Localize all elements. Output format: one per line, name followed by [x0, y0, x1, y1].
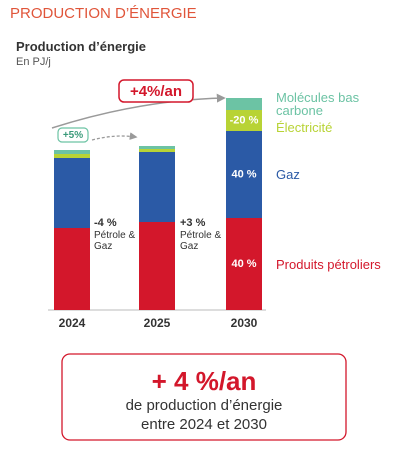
legend-label: Gaz — [276, 167, 300, 182]
growth-box — [118, 79, 194, 103]
bar-segment — [226, 218, 262, 310]
share-label: 40 % — [231, 168, 256, 180]
legend-label: Molécules bas carbone — [276, 90, 360, 118]
bar-segment — [139, 146, 175, 149]
annotation-2024: -4 % Pétrole & Gaz — [94, 217, 138, 252]
bar-segment — [139, 152, 175, 222]
bar-segment — [54, 154, 90, 158]
annotation-2025: +3 % Pétrole & Gaz — [180, 217, 224, 252]
summary-box — [61, 353, 347, 441]
summary-line: entre 2024 et 2030 — [141, 416, 267, 433]
annotation-label: Pétrole & Gaz — [180, 230, 222, 252]
summary-headline: + 4 %/an — [151, 366, 257, 396]
x-tick-label: 2030 — [231, 316, 258, 330]
bar-segment — [54, 150, 90, 154]
growth-2025: +5% — [63, 130, 83, 141]
share-label: -20 % — [230, 114, 259, 126]
bar-segment — [139, 222, 175, 310]
bar-segment — [54, 228, 90, 310]
header: PRODUCTION D’ÉNERGIE — [10, 5, 197, 22]
bar-segment — [54, 158, 90, 228]
chart-title: Production d’énergie — [16, 39, 147, 54]
annotation-change: -4 % — [94, 217, 117, 229]
growth-arrow — [51, 93, 226, 129]
bar-segment — [226, 110, 262, 131]
bar-segment — [139, 149, 175, 152]
legend-label: Électricité — [276, 120, 333, 135]
growth-total: +4%/an — [130, 83, 182, 100]
x-tick-label: 2024 — [59, 316, 86, 330]
bar-segment — [226, 131, 262, 218]
annotation-change: +3 % — [180, 217, 206, 229]
legend-label: Produits pétroliers — [276, 256, 381, 272]
growth-2025-box — [57, 127, 89, 143]
growth-arrow-dashed — [91, 132, 138, 141]
bar-segment — [226, 98, 262, 110]
chart-subtitle: En PJ/j — [16, 56, 51, 68]
x-tick-label: 2025 — [144, 316, 171, 330]
annotation-label: Pétrole & Gaz — [94, 230, 136, 252]
share-label: 40 % — [231, 258, 256, 270]
summary-line: de production d’énergie — [125, 397, 283, 414]
